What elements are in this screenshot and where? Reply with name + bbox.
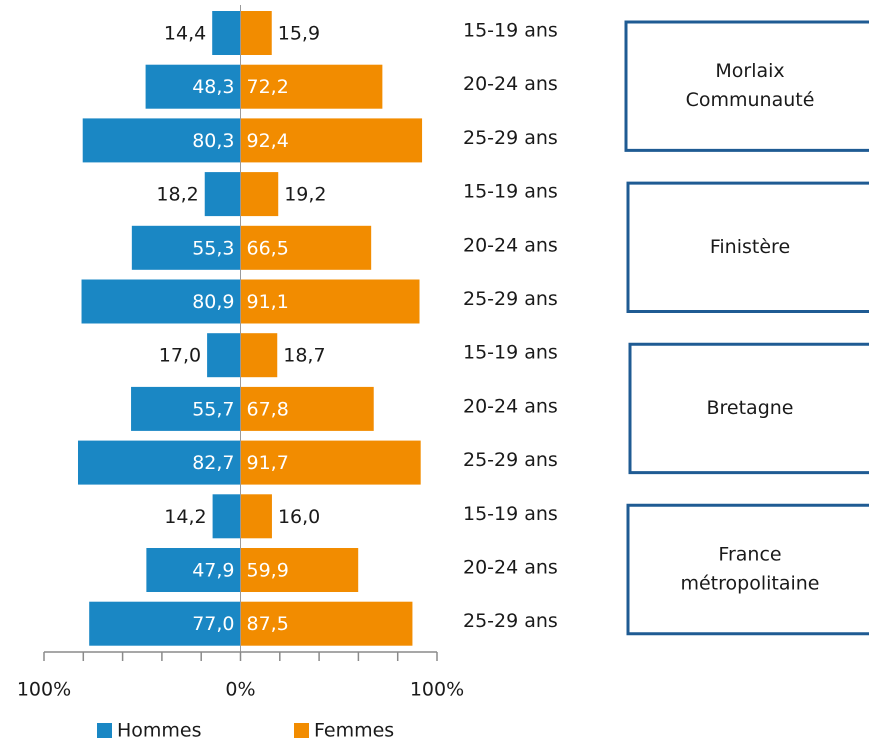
category-label: 20-24 ans xyxy=(463,73,558,95)
category-label: 20-24 ans xyxy=(463,557,558,579)
value-label: 92,4 xyxy=(247,130,289,152)
bar xyxy=(212,494,241,539)
legend-label: Hommes xyxy=(117,720,202,742)
category-label: 15-19 ans xyxy=(463,181,558,203)
category-label: 20-24 ans xyxy=(463,234,558,256)
value-label: 80,3 xyxy=(192,130,234,152)
group-bracket xyxy=(624,20,869,152)
bar xyxy=(77,440,241,485)
value-label: 16,0 xyxy=(278,506,320,528)
value-label: 48,3 xyxy=(192,76,234,98)
bar xyxy=(212,11,241,55)
group-bracket xyxy=(626,181,869,313)
value-label: 18,2 xyxy=(156,184,198,206)
group-bracket xyxy=(628,342,869,475)
value-label: 82,7 xyxy=(192,452,234,474)
value-label: 87,5 xyxy=(247,613,289,635)
value-label: 77,0 xyxy=(192,613,234,635)
bar xyxy=(240,64,383,109)
value-label: 67,8 xyxy=(247,398,289,420)
group-label: Bretagne xyxy=(706,397,793,419)
value-label: 66,5 xyxy=(247,237,289,259)
bar xyxy=(131,225,241,270)
bar xyxy=(207,333,241,378)
value-label: 91,7 xyxy=(247,452,289,474)
value-label: 80,9 xyxy=(192,291,234,313)
value-label: 15,9 xyxy=(278,23,320,45)
value-label: 47,9 xyxy=(192,560,234,582)
value-label: 55,7 xyxy=(192,398,234,420)
value-label: 72,2 xyxy=(247,76,289,98)
bar xyxy=(82,118,241,163)
category-label: 25-29 ans xyxy=(463,449,558,471)
value-label: 17,0 xyxy=(159,345,201,367)
group-label: France xyxy=(718,544,781,566)
value-label: 14,2 xyxy=(164,506,206,528)
legend-swatch xyxy=(97,723,112,738)
bar xyxy=(89,601,241,646)
category-label: 25-29 ans xyxy=(463,127,558,149)
category-label: 20-24 ans xyxy=(463,395,558,417)
bar xyxy=(204,172,241,217)
bar xyxy=(240,118,423,163)
category-label: 15-19 ans xyxy=(463,342,558,364)
group-bracket xyxy=(626,503,869,636)
bar xyxy=(131,386,241,431)
category-label: 15-19 ans xyxy=(463,20,558,42)
bar xyxy=(240,601,413,646)
category-label: 25-29 ans xyxy=(463,288,558,310)
bar xyxy=(146,548,241,592)
value-label: 59,9 xyxy=(247,560,289,582)
bar xyxy=(240,225,372,270)
legend-swatch xyxy=(294,723,309,738)
category-label: 25-29 ans xyxy=(463,610,558,632)
legend-label: Femmes xyxy=(314,720,394,742)
value-label: 19,2 xyxy=(284,184,326,206)
value-label: 18,7 xyxy=(283,345,325,367)
bar xyxy=(240,11,272,55)
x-tick-label: 0% xyxy=(225,679,255,701)
bar xyxy=(240,548,359,592)
x-tick-label: 100% xyxy=(410,679,464,701)
bar xyxy=(240,279,420,324)
bar xyxy=(240,172,279,217)
group-label: métropolitaine xyxy=(680,573,819,595)
group-label: Communauté xyxy=(686,89,815,111)
bar xyxy=(240,333,278,378)
group-label: Finistère xyxy=(710,236,790,258)
value-label: 55,3 xyxy=(192,237,234,259)
bar xyxy=(240,386,374,431)
bar xyxy=(145,64,241,109)
bar xyxy=(240,494,272,539)
category-label: 15-19 ans xyxy=(463,503,558,525)
value-label: 91,1 xyxy=(247,291,289,313)
bar xyxy=(240,440,421,485)
bar xyxy=(81,279,241,324)
group-label: Morlaix xyxy=(715,60,784,82)
x-tick-label: 100% xyxy=(17,679,71,701)
value-label: 14,4 xyxy=(164,23,206,45)
